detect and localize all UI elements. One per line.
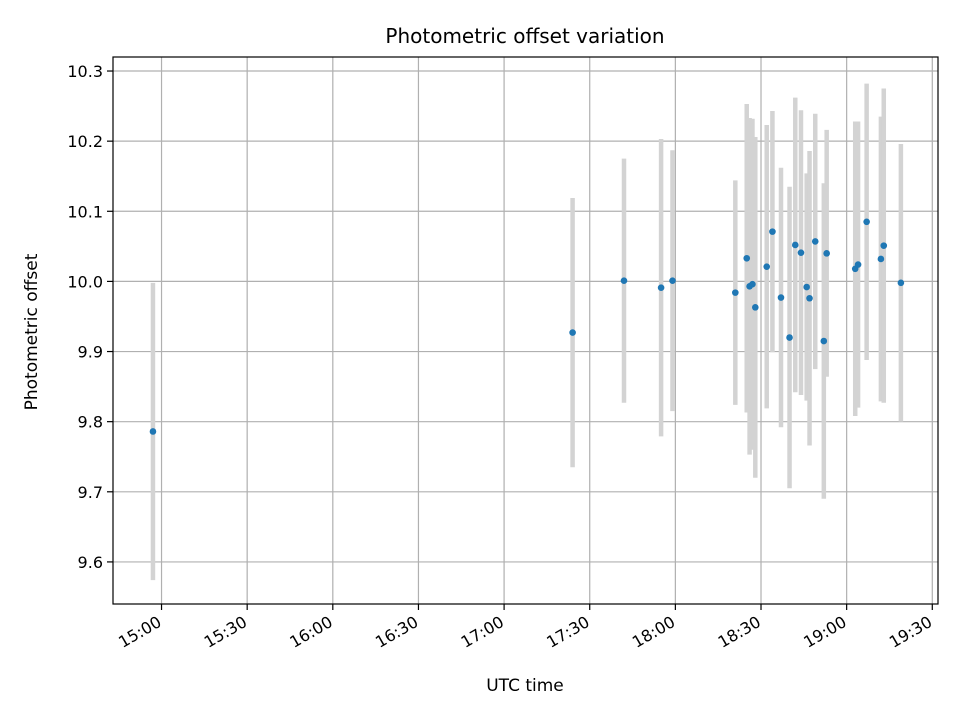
- x-axis-label: UTC time: [486, 676, 564, 696]
- y-tick-label: 10.2: [67, 132, 103, 151]
- data-point: [820, 337, 828, 345]
- y-axis-label: Photometric offset: [22, 253, 42, 410]
- grid-lines: [113, 57, 938, 604]
- data-point: [797, 249, 805, 256]
- data-point: [669, 277, 676, 285]
- data-point: [811, 238, 819, 245]
- data-point: [743, 254, 751, 262]
- plot-area-frame: [112, 56, 939, 605]
- data-point: [769, 228, 776, 235]
- y-axis-ticks: 9.6 9.7 9.8 9.9 10.0 10.1 10.2 10.3: [67, 62, 113, 572]
- y-tick-label: 9.8: [78, 413, 103, 432]
- y-tick-label: 10.3: [67, 62, 103, 81]
- data-point: [877, 255, 885, 263]
- y-tick-label: 10.1: [67, 202, 103, 221]
- data-point: [806, 294, 813, 302]
- y-tick-label: 9.7: [78, 483, 103, 502]
- data-point: [149, 428, 157, 435]
- data-point: [763, 263, 771, 270]
- data-point: [786, 334, 793, 341]
- data-point: [620, 277, 628, 285]
- y-tick-label: 9.6: [78, 553, 103, 572]
- y-tick-label: 10.0: [67, 272, 103, 291]
- data-point: [791, 241, 799, 249]
- data-point: [777, 294, 785, 301]
- data-point: [752, 304, 759, 311]
- y-tick-label: 9.9: [78, 343, 103, 362]
- data-points: [149, 218, 905, 435]
- data-point: [657, 284, 665, 292]
- data-point: [897, 279, 905, 287]
- data-point: [569, 329, 576, 336]
- data-point: [732, 289, 739, 296]
- data-point: [823, 250, 830, 257]
- data-point: [863, 218, 870, 226]
- data-point: [854, 261, 862, 268]
- data-point: [749, 280, 756, 288]
- data-point: [880, 242, 888, 249]
- data-point: [803, 283, 810, 291]
- chart-title: Photometric offset variation: [385, 24, 664, 48]
